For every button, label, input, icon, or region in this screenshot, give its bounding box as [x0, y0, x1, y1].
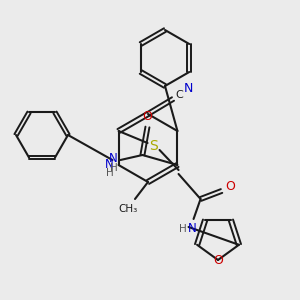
Text: O: O: [142, 110, 152, 124]
Text: N: N: [183, 82, 193, 95]
Text: N: N: [188, 223, 197, 236]
Text: H: H: [106, 168, 113, 178]
Text: O: O: [213, 254, 223, 266]
Text: O: O: [226, 179, 236, 193]
Text: CH₃: CH₃: [118, 204, 138, 214]
Text: C: C: [175, 90, 183, 100]
Text: H: H: [179, 224, 186, 234]
Text: H: H: [110, 163, 117, 173]
Text: N: N: [109, 152, 118, 164]
Text: S: S: [149, 139, 158, 153]
Text: N: N: [105, 158, 114, 170]
